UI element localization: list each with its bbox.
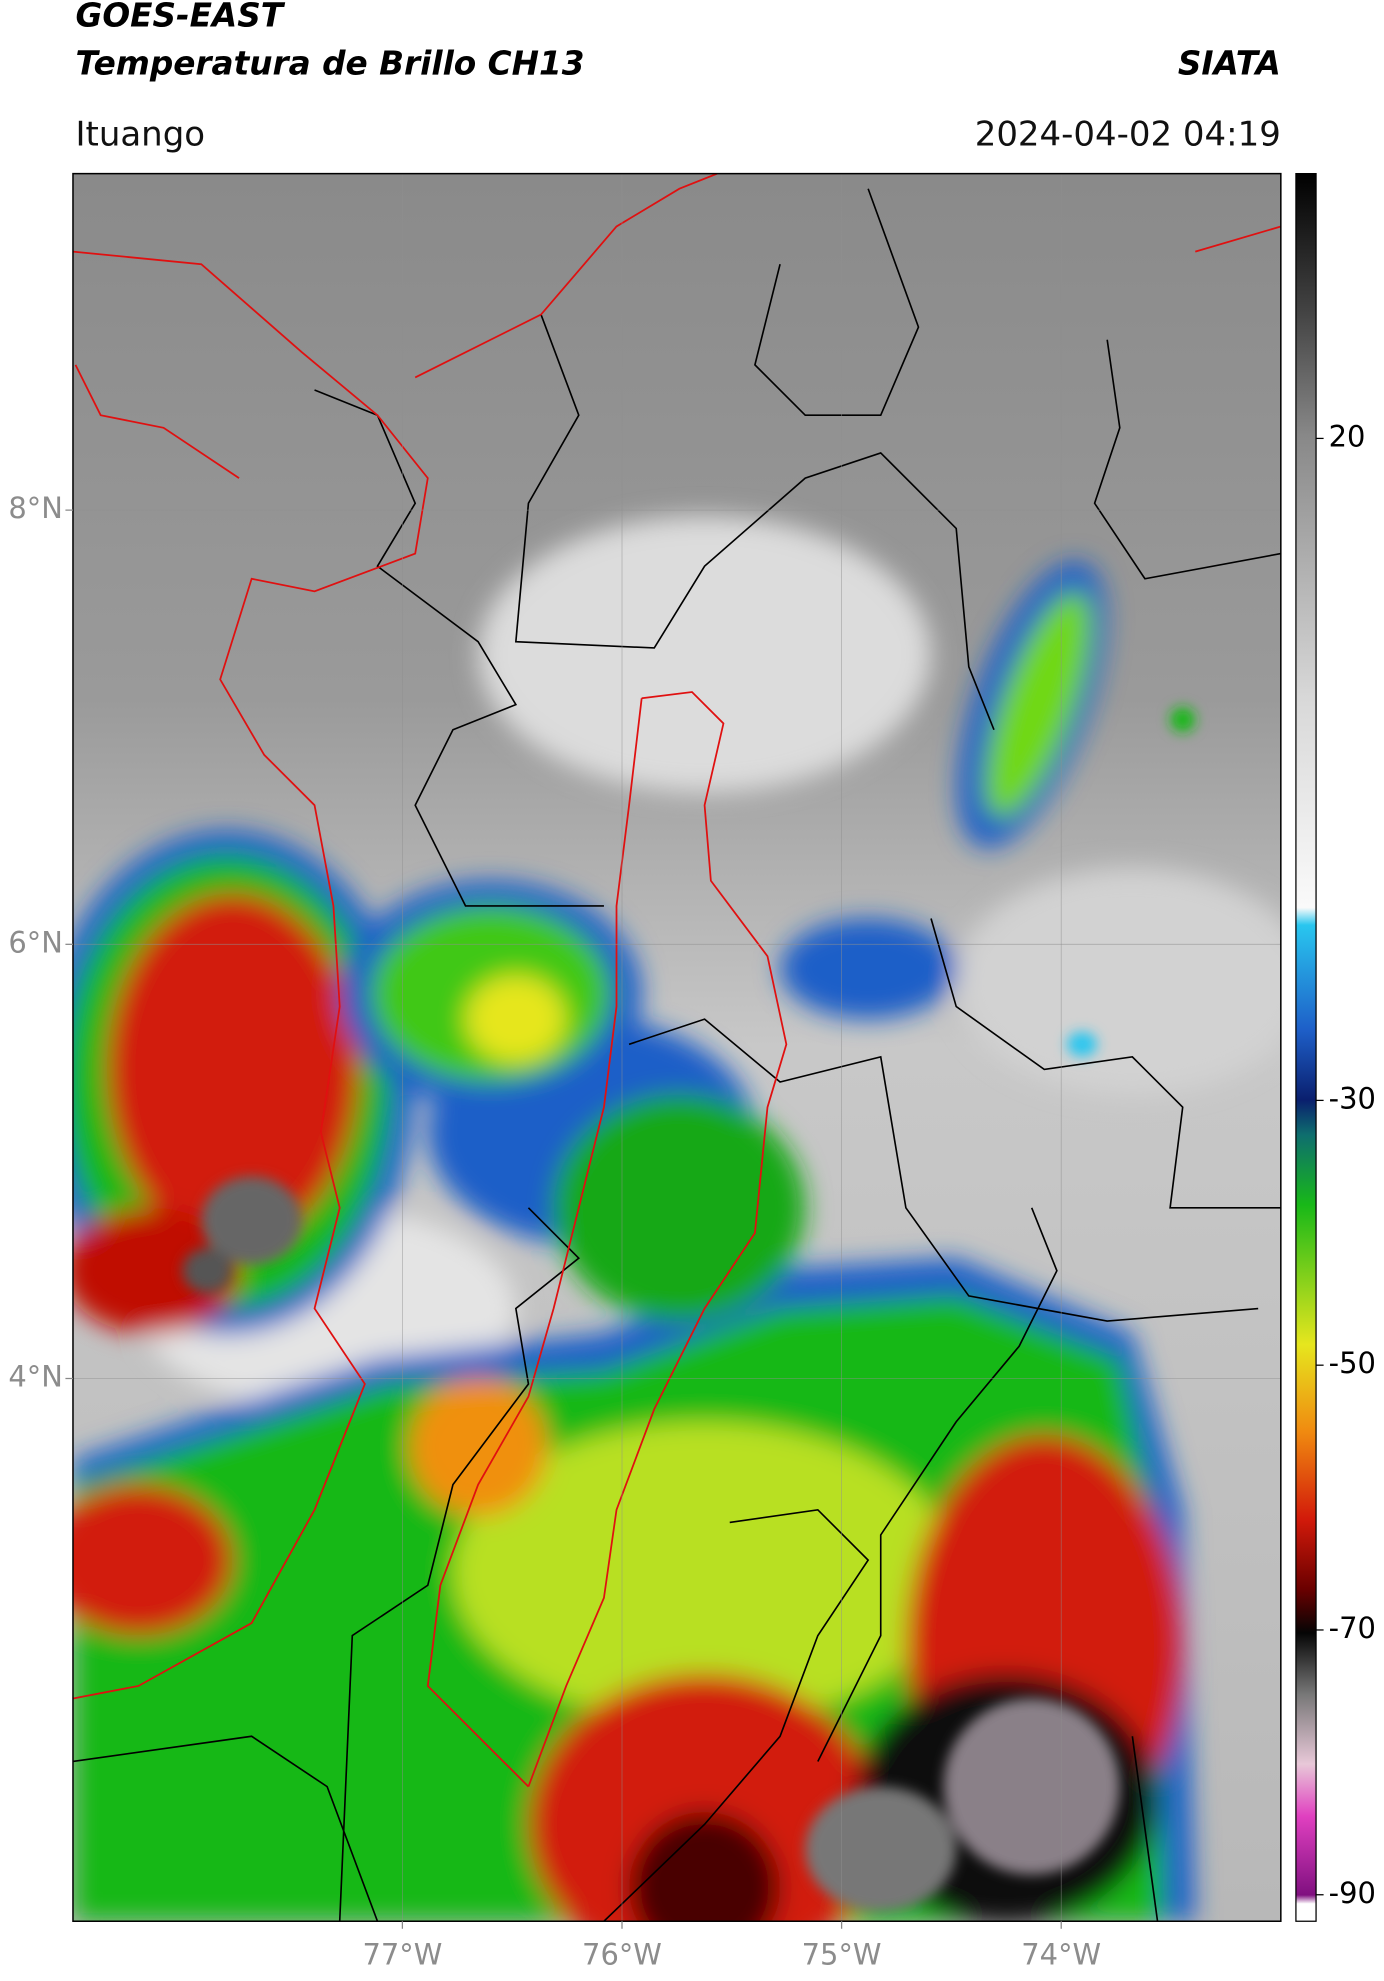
satellite-image	[72, 173, 1281, 1922]
lon-tick-label: 76°W	[582, 1937, 662, 1971]
colorbar-tick-label: -50	[1329, 1346, 1376, 1380]
map-frame	[72, 172, 1282, 1922]
title-line2: Temperatura de Brillo CH13	[75, 44, 584, 82]
lon-tick-label: 74°W	[1021, 1937, 1101, 1971]
lon-tick-label: 75°W	[802, 1937, 882, 1971]
colorbar-tick-label: -30	[1329, 1081, 1376, 1115]
title-line1: GOES-EAST	[75, 0, 285, 35]
colorbar-tick-label: -70	[1329, 1611, 1376, 1645]
datetime: 2024-04-02 04:19	[975, 114, 1281, 154]
colorbar-tick-label: -90	[1329, 1876, 1376, 1910]
colorbar-tick-label: 20	[1329, 419, 1366, 453]
lat-tick-label: 8°N	[8, 491, 63, 525]
lat-tick-label: 6°N	[8, 925, 63, 959]
lat-tick-label: 4°N	[8, 1360, 63, 1394]
colorbar	[1295, 172, 1317, 1922]
lon-tick-label: 77°W	[362, 1937, 442, 1971]
location: Ituango	[75, 114, 205, 154]
brand: SIATA	[1178, 44, 1281, 82]
